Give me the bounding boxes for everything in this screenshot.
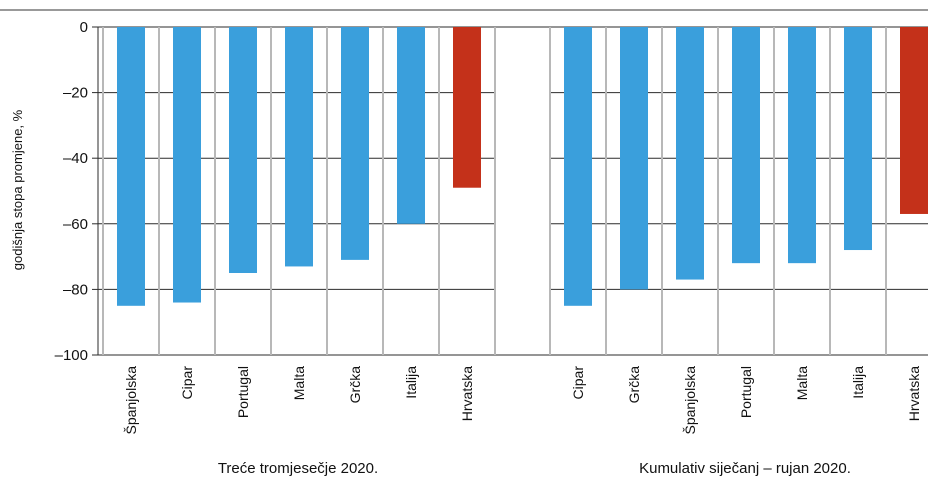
bar: [173, 27, 201, 303]
x-tick-label: Španjolska: [682, 366, 698, 435]
y-axis-label: godišnja stopa promjene, %: [10, 109, 25, 270]
bar: [397, 27, 425, 224]
bar: [732, 27, 760, 264]
x-tick-label: Grčka: [347, 366, 363, 404]
bar: [900, 27, 928, 214]
bar: [844, 27, 872, 251]
bar: [229, 27, 257, 273]
x-tick-label: Hrvatska: [906, 366, 922, 421]
group-label-cumulative: Kumulativ siječanj – rujan 2020.: [639, 460, 851, 477]
group-label-q3: Treće tromjesečje 2020.: [218, 460, 378, 477]
x-tick-label: Cipar: [570, 366, 586, 400]
bar: [341, 27, 369, 260]
bar: [620, 27, 648, 290]
x-tick-label: Grčka: [626, 366, 642, 404]
axes: 0 –20 –40 –60 –80 –100 Španjolska Cipar Portugal…: [55, 19, 922, 435]
y-tick-label: –100: [55, 347, 88, 364]
x-tick-label: Portugal: [235, 366, 251, 418]
x-tick-label: Portugal: [738, 366, 754, 418]
grid: [0, 9, 928, 356]
x-tick-label: Hrvatska: [459, 366, 475, 421]
x-tick-label: Italija: [850, 366, 866, 399]
y-tick-label: –20: [63, 85, 88, 102]
x-tick-label: Malta: [291, 366, 307, 400]
y-tick-label: –80: [63, 281, 88, 298]
y-tick-label: 0: [80, 19, 88, 36]
x-tick-label: Španjolska: [123, 366, 139, 435]
x-tick-label: Italija: [403, 366, 419, 399]
bar: [788, 27, 816, 264]
bar: [117, 27, 145, 306]
y-tick-label: –40: [63, 150, 88, 167]
group-gap: [496, 26, 549, 355]
y-tick-label: –60: [63, 216, 88, 233]
bar: [285, 27, 313, 267]
bar: [676, 27, 704, 280]
x-tick-label: Cipar: [179, 366, 195, 400]
bars: [117, 27, 928, 306]
x-tick-label: Malta: [794, 366, 810, 400]
bar: [453, 27, 481, 188]
bar: [564, 27, 592, 306]
